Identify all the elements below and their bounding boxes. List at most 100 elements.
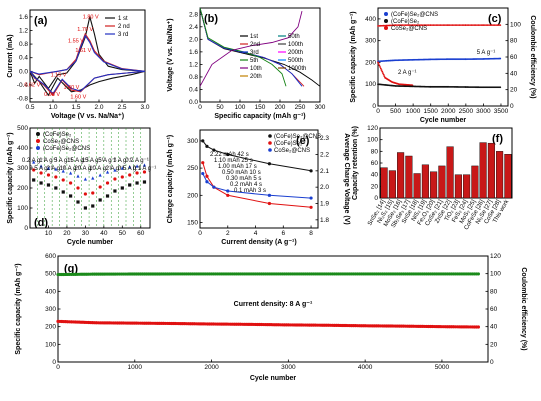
panel-b-ytick-label: 0.8 — [189, 74, 198, 81]
panel-d-legend-label: CoSe₂@CNS — [43, 139, 79, 145]
panel-b-label: (b) — [204, 13, 218, 25]
panel-c-ce-point — [415, 24, 417, 27]
panel-d-series-point — [46, 183, 51, 187]
panel-c-ce-point — [435, 24, 438, 27]
panel-e-series-point — [201, 171, 205, 176]
panel-d-rate-label: 0.2 A g⁻¹ — [22, 158, 46, 164]
panel-c-ytick-label: 200 — [365, 59, 376, 66]
panel-d: 10 20 30 40 50 60 0 100 200 300 400 500 (d) Cycle num… — [7, 125, 156, 246]
panel-f-bar — [388, 170, 396, 199]
panel-d-series-point — [54, 175, 58, 179]
panel-g-xlabel: Cycle number — [250, 375, 297, 382]
panel-c-ce-point — [429, 24, 432, 27]
panel-e-xtick-label: 0 — [198, 230, 202, 237]
panel-c-xlabel: Cycle number — [420, 117, 467, 124]
panel-c-series2-point — [379, 66, 382, 68]
panel-d-series-point — [105, 181, 110, 185]
panel-c-y2tick-label: 60 — [510, 54, 518, 61]
panel-c-ce-point — [473, 24, 476, 27]
panel-e-series-point — [309, 196, 313, 200]
panel-c-ce-point — [452, 24, 455, 27]
panel-e-annotation: 0.50 mAh 10 s — [222, 170, 261, 176]
panel-d-rate-label: 10 A g⁻¹ — [60, 166, 82, 172]
panel-c-ce-point — [455, 24, 458, 27]
panel-f-bar — [504, 154, 512, 199]
panel-f-bar — [454, 174, 462, 199]
panel-c-legend-label: CoSe₂@CNS — [391, 26, 427, 32]
panel-c-ce-point — [398, 24, 401, 27]
panel-a-series-line — [29, 34, 146, 95]
panel-c-ce-point — [401, 24, 404, 27]
panel-g-y2tick-label: 80 — [490, 288, 498, 295]
panel-d-series-point — [76, 186, 80, 190]
panel-d-rate-label: 5 A g⁻¹ — [98, 158, 117, 164]
panel-c-ce-point — [422, 24, 424, 27]
panel-g-y2tick-label: 20 — [490, 341, 498, 348]
panel-d-ytick-label: 200 — [17, 185, 28, 192]
panel-c-ce-point — [404, 24, 407, 27]
panel-c-ce-point — [408, 24, 411, 27]
panel-b-xtick-label: 250 — [295, 104, 306, 111]
panel-b-series-line — [199, 7, 287, 87]
panel-c-ytick-label: 400 — [365, 16, 376, 23]
panel-c-ce-point — [464, 24, 467, 27]
panel-c-ce-point — [419, 24, 422, 27]
panel-c-ce-point — [379, 24, 382, 27]
panel-d-legend-swatch — [36, 132, 40, 136]
panel-c-y2label: Coulombic efficiency (%) — [529, 15, 536, 98]
panel-c-ce-point — [483, 24, 486, 27]
panel-e-xtick-label: 6 — [281, 230, 285, 237]
panel-e-series-point — [267, 201, 272, 206]
panel-f-ytick-label: 40 — [371, 172, 379, 179]
panel-e-ylabel: Charge capacity (mAh g⁻¹) — [167, 135, 174, 224]
panel-f-ytick-label: 80 — [371, 148, 379, 155]
panel-c-annotation: 5 A g⁻¹ — [477, 50, 496, 56]
panel-b-ytick-label: 0.4 — [189, 86, 198, 93]
panel-c-xtick-label: 0 — [376, 108, 380, 115]
panel-b-xtick-label: 0 — [198, 104, 202, 111]
panel-c-ce-point — [416, 24, 419, 27]
panel-a-annotation: 1.15 V — [51, 72, 67, 78]
panel-d-series-point — [76, 174, 80, 178]
panel-c-ce-point — [495, 24, 497, 27]
panel-c-ce-point — [423, 24, 426, 27]
panel-c-ce-point — [417, 24, 420, 27]
panel-e-annotation: 1.10 mAh 25 s — [214, 158, 253, 164]
panel-c-ce-point — [382, 24, 385, 27]
panel-c-legend-swatch — [384, 12, 388, 16]
panel-d-xtick-label: 20 — [63, 230, 71, 237]
panel-f-bar — [471, 165, 479, 199]
panel-c-ce-point — [469, 24, 471, 27]
panel-e-series-line — [202, 162, 312, 208]
panel-e-legend-label: (CoFe)Se₂ — [274, 141, 303, 147]
panel-e-series-point — [205, 144, 209, 148]
panel-e-series-point — [205, 180, 209, 184]
panel-g-ce-point — [476, 272, 481, 276]
panel-c-series3-point — [499, 86, 502, 89]
panel-d-xtick-label: 40 — [100, 230, 108, 237]
panel-c-ce-point — [420, 24, 423, 27]
panel-a-ytick-label: -0.8 — [17, 96, 29, 103]
panel-c-ce-point — [496, 24, 499, 27]
panel-f-ytick-label: 0 — [374, 195, 378, 202]
panel-c-legend-label: (CoFe)Se₂ — [391, 19, 420, 25]
panel-g-y2label: Coulombic efficiency (%) — [520, 267, 527, 350]
panel-d-series-point — [142, 170, 147, 174]
panel-c-ce-point — [388, 24, 391, 27]
panel-c-ce-point — [457, 24, 460, 27]
panel-d-xtick-label: 60 — [137, 230, 145, 237]
panel-g: 0 1000 2000 3000 4000 50000100200300400500600… — [15, 253, 527, 382]
panel-c-ce-point — [396, 24, 398, 27]
panel-c-ytick-label: 0 — [372, 103, 376, 110]
panel-d-series-point — [46, 173, 51, 177]
panel-c-series2-point — [380, 69, 383, 71]
panel-e-series-point — [226, 193, 230, 197]
panel-d-series-point — [113, 189, 117, 193]
panel-c-ce-point — [438, 24, 441, 27]
panel-d-series-point — [113, 177, 117, 181]
panel-e-series-point — [205, 174, 209, 178]
panel-c-ce-point — [482, 24, 485, 27]
panel-c-ylabel: Specific capacity (mAh g⁻¹) — [350, 11, 357, 102]
panel-b-ytick-label: 2.4 — [189, 24, 198, 31]
